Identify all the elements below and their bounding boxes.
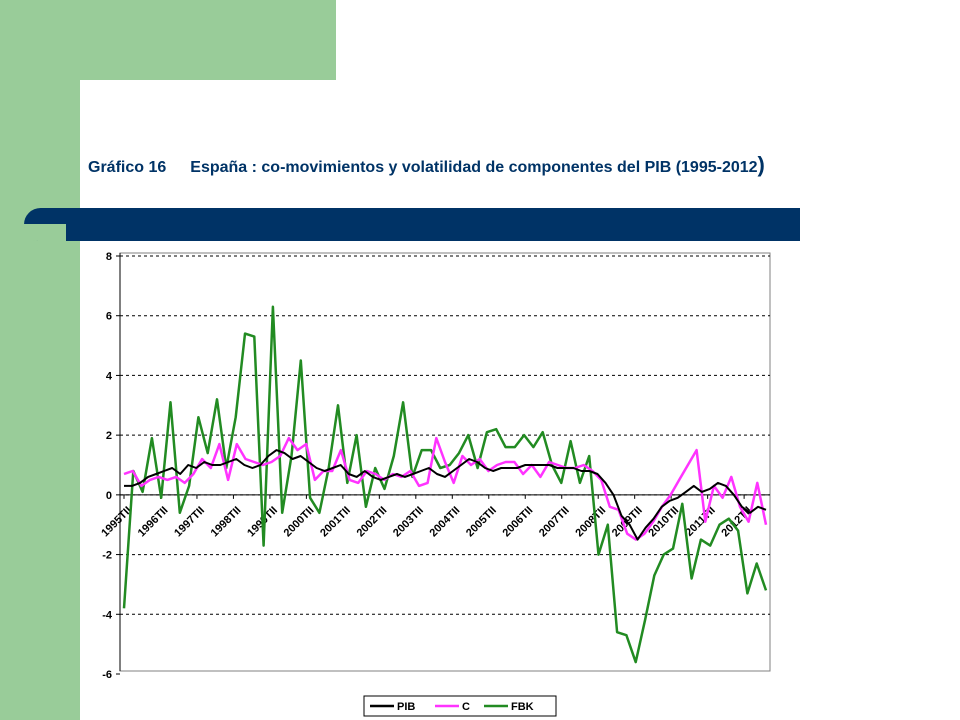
legend: PIB C FBK	[363, 695, 557, 717]
y-tick-label: 2	[106, 430, 112, 442]
decor-rounded-corner	[80, 80, 140, 140]
title-number: Gráfico 16	[88, 159, 167, 176]
legend-label-c: C	[462, 701, 470, 713]
legend-label-pib: PIB	[397, 701, 415, 713]
series-lines	[122, 305, 768, 664]
legend-box	[363, 695, 557, 717]
y-tick-label: 4	[106, 370, 113, 382]
y-tick-label: -6	[102, 669, 112, 681]
y-tick-label: 6	[106, 311, 112, 323]
y-tick-label: -2	[102, 550, 112, 562]
y-tick-label: 0	[106, 490, 112, 502]
y-tick-label: -4	[102, 609, 113, 621]
legend-label-fbk: FBK	[511, 701, 534, 713]
title-close-paren: )	[757, 152, 765, 177]
page-title: Gráfico 16 España : co-movimientos y vola…	[88, 152, 765, 178]
y-axis: -6 -4 -2 0 2 4 6 8	[102, 251, 121, 681]
decor-green-strip	[0, 0, 80, 720]
series-line-pib	[124, 449, 767, 541]
title-text: España : co-movimientos y volatilidad de…	[190, 159, 758, 176]
decor-blue-bar-notch	[24, 224, 66, 241]
series-line-fbk	[122, 305, 768, 664]
y-tick-label: 8	[106, 251, 112, 263]
decor-blue-bar	[24, 208, 800, 241]
